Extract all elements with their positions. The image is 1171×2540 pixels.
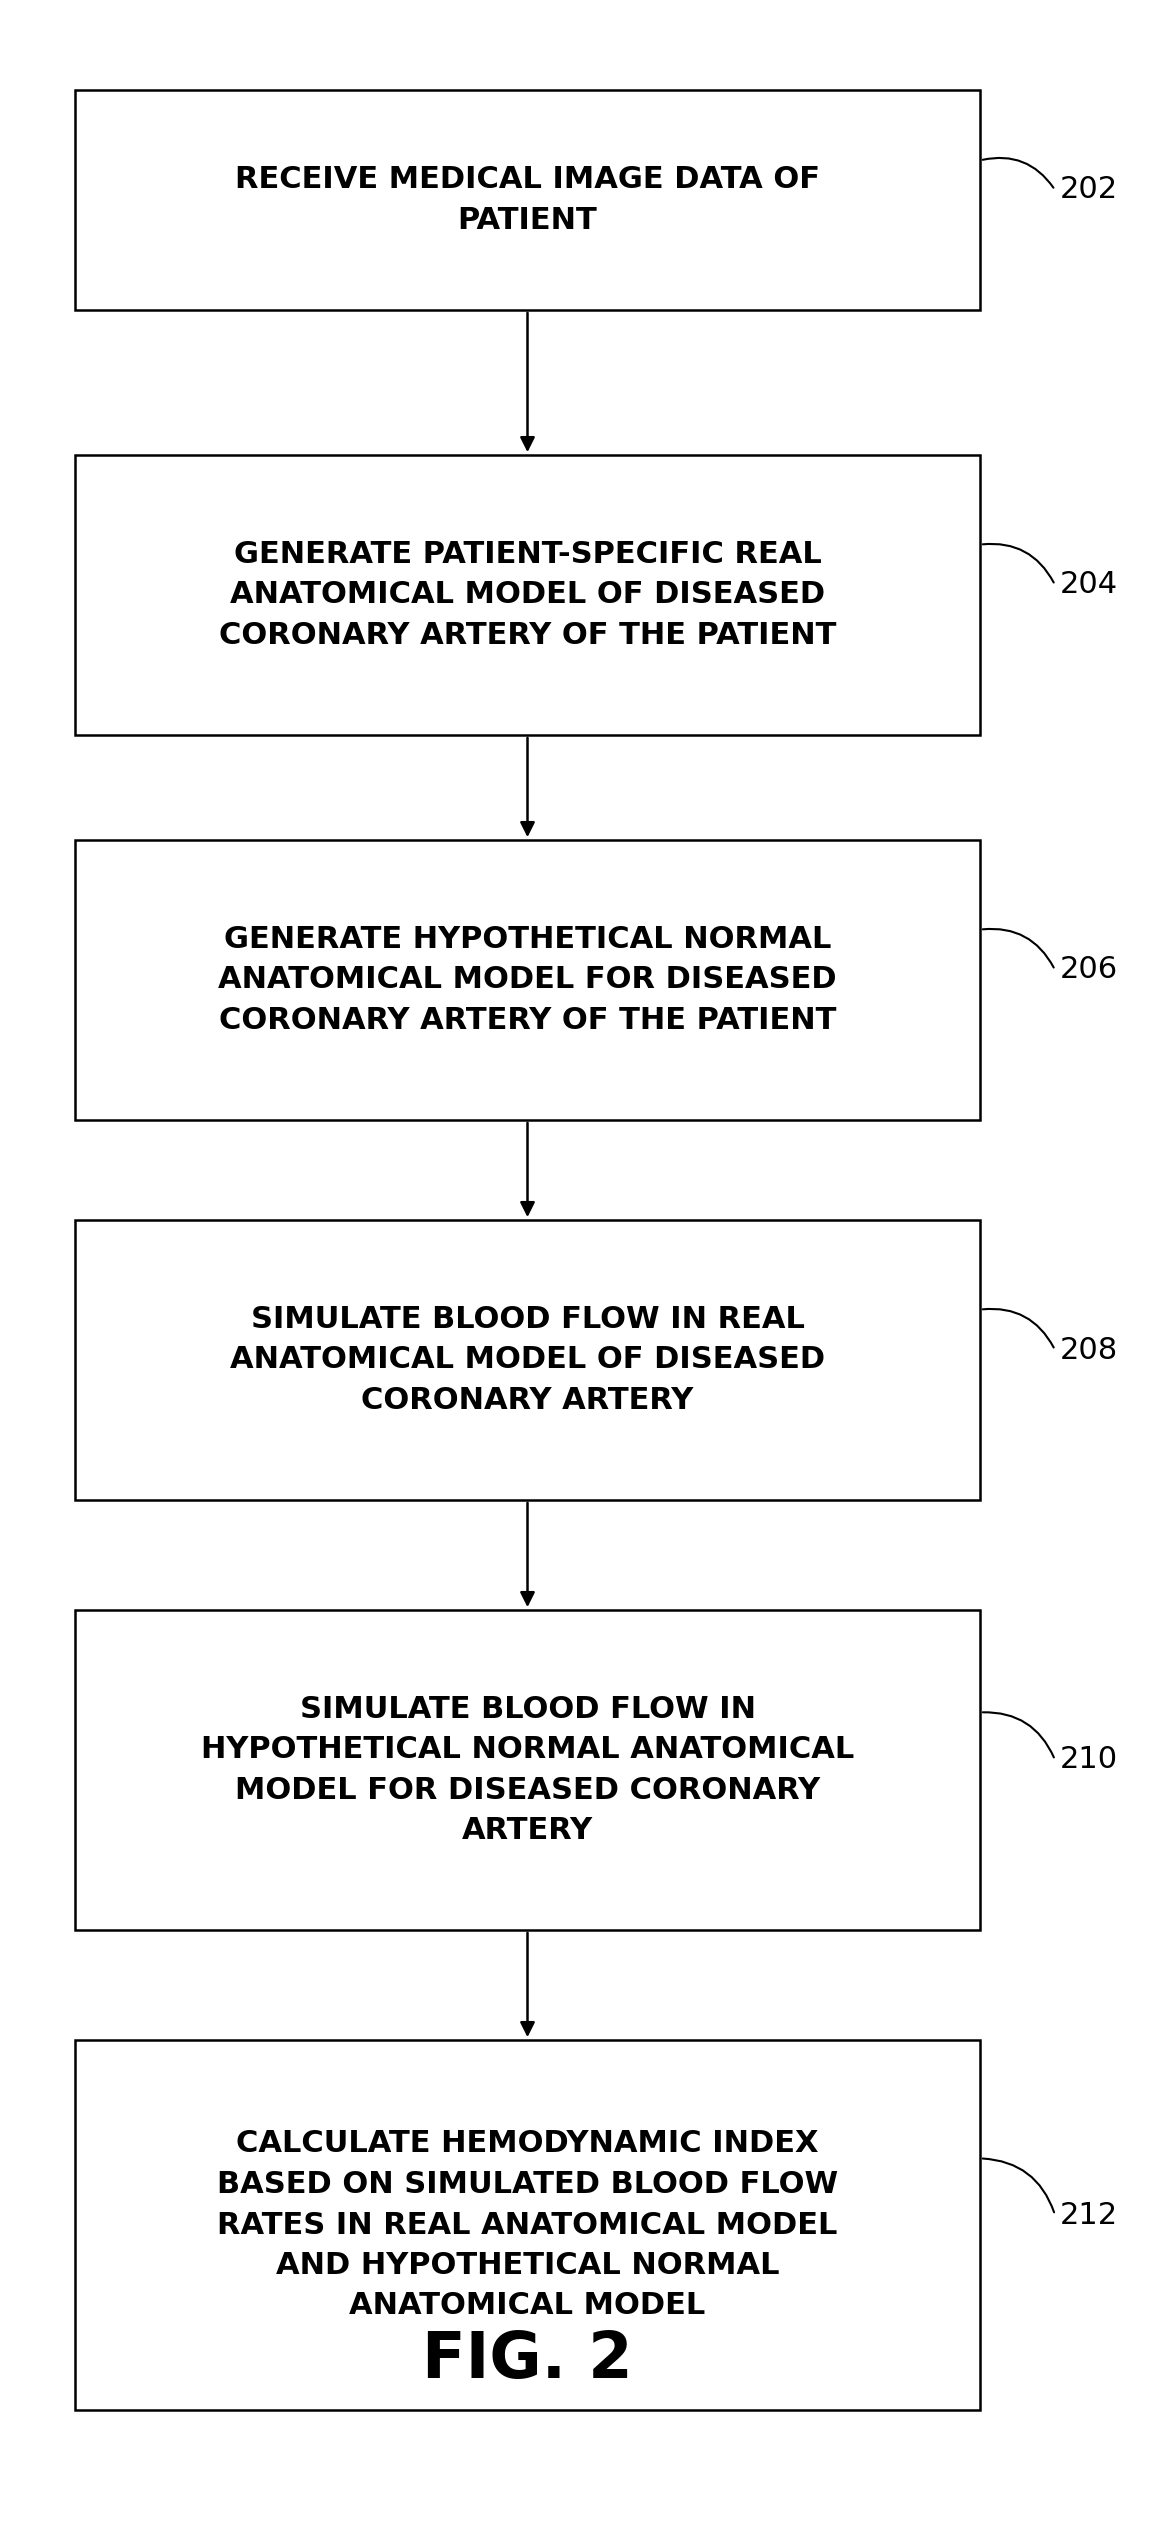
Text: CALCULATE HEMODYNAMIC INDEX
BASED ON SIMULATED BLOOD FLOW
RATES IN REAL ANATOMIC: CALCULATE HEMODYNAMIC INDEX BASED ON SIM… xyxy=(217,2129,838,2322)
Bar xyxy=(75,841,980,1120)
Text: GENERATE PATIENT-SPECIFIC REAL
ANATOMICAL MODEL OF DISEASED
CORONARY ARTERY OF T: GENERATE PATIENT-SPECIFIC REAL ANATOMICA… xyxy=(219,541,836,650)
Text: 210: 210 xyxy=(1060,1745,1118,1775)
Bar xyxy=(75,455,980,734)
Bar xyxy=(75,2040,980,2410)
Bar xyxy=(75,1219,980,1501)
Text: SIMULATE BLOOD FLOW IN REAL
ANATOMICAL MODEL OF DISEASED
CORONARY ARTERY: SIMULATE BLOOD FLOW IN REAL ANATOMICAL M… xyxy=(230,1306,826,1415)
Text: SIMULATE BLOOD FLOW IN
HYPOTHETICAL NORMAL ANATOMICAL
MODEL FOR DISEASED CORONAR: SIMULATE BLOOD FLOW IN HYPOTHETICAL NORM… xyxy=(201,1694,854,1844)
Text: 206: 206 xyxy=(1060,955,1118,986)
Text: 202: 202 xyxy=(1060,175,1118,206)
Text: 208: 208 xyxy=(1060,1336,1118,1364)
Text: RECEIVE MEDICAL IMAGE DATA OF
PATIENT: RECEIVE MEDICAL IMAGE DATA OF PATIENT xyxy=(235,165,820,234)
Bar xyxy=(75,89,980,310)
Text: 212: 212 xyxy=(1060,2200,1118,2230)
Text: 204: 204 xyxy=(1060,572,1118,599)
Bar xyxy=(75,1610,980,1930)
Text: GENERATE HYPOTHETICAL NORMAL
ANATOMICAL MODEL FOR DISEASED
CORONARY ARTERY OF TH: GENERATE HYPOTHETICAL NORMAL ANATOMICAL … xyxy=(218,925,837,1034)
Text: FIG. 2: FIG. 2 xyxy=(423,2329,632,2390)
